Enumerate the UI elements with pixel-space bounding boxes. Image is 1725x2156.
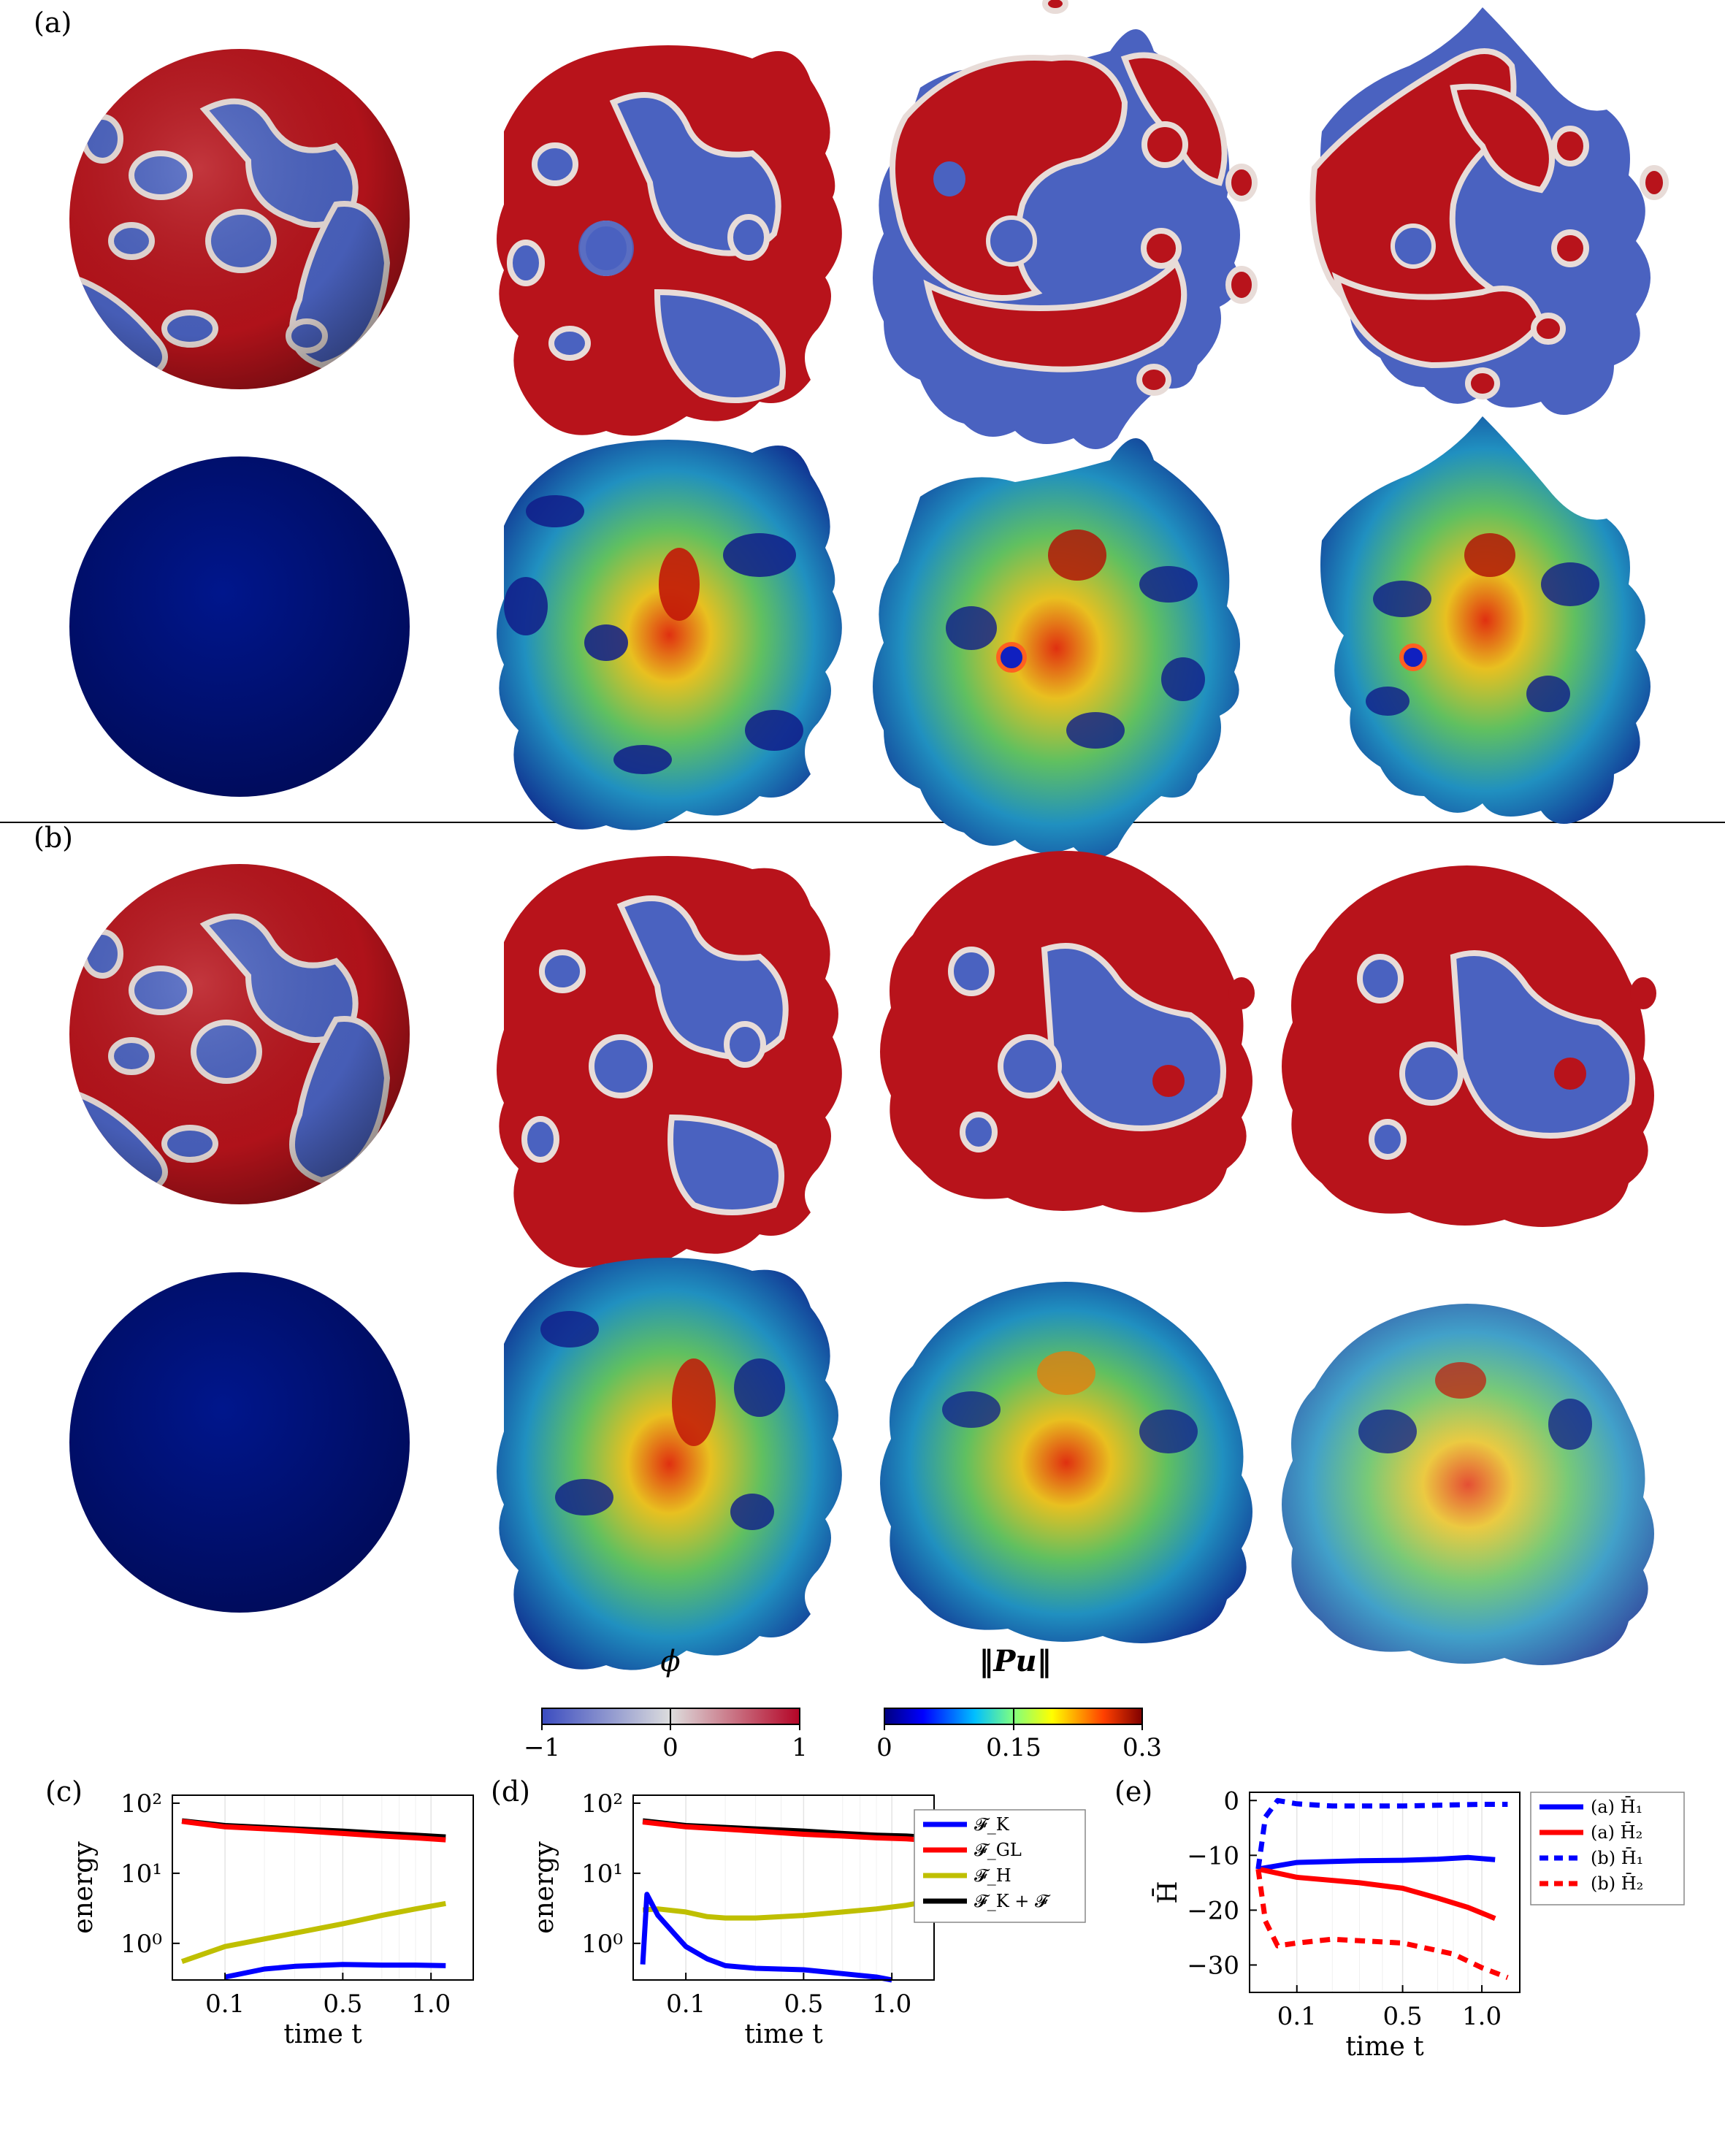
chart-d: 0.1 0.5 1.0 10² 10¹ 10⁰ time t energy 𝓕_K 𝓕_GL 𝓕_H…	[529, 1789, 1086, 2049]
x-tick-label-2: 1.0	[411, 1989, 451, 2019]
sphere-phi-b1	[69, 864, 410, 1204]
y-tick-label-2: 10⁰	[581, 1930, 623, 1959]
colorbar-phi-tick-0: −1	[524, 1733, 560, 1762]
colorbar-pu: ‖Pu‖ 0 0.15 0.3	[876, 1644, 1162, 1762]
series-line-bH2	[1255, 1868, 1509, 1980]
panel-label-a: (a)	[34, 7, 72, 39]
deformed-phi-b2	[497, 856, 842, 1269]
series-line-FH	[642, 1900, 922, 1921]
y-tick-label-1: −10	[1187, 1841, 1239, 1870]
x-axis-label: time t	[744, 2019, 823, 2049]
x-axis-label: time t	[283, 2019, 362, 2049]
plot-frame	[172, 1794, 474, 1981]
colorbar-pu-tick-2: 0.3	[1122, 1733, 1162, 1762]
x-tick-label-1: 0.5	[1383, 2002, 1423, 2031]
y-tick-label-3: −30	[1187, 1951, 1239, 1980]
panel-label-d: (d)	[491, 1775, 530, 1808]
x-tick-label-0: 0.1	[1277, 2002, 1317, 2031]
y-tick-label-2: −20	[1187, 1896, 1239, 1925]
legend-label-FGL: 𝓕_GL	[974, 1840, 1022, 1860]
x-tick-label-2: 1.0	[872, 1989, 911, 2019]
deformed-phi-a2	[497, 45, 842, 436]
colorbar-phi: ϕ −1 0 1	[524, 1645, 808, 1762]
x-axis-label: time t	[1345, 2032, 1424, 2062]
deformed-phi-a4	[1309, 7, 1669, 415]
x-tick-label-1: 0.5	[323, 1989, 362, 2019]
panel-label-e: (e)	[1114, 1775, 1152, 1808]
y-axis-label: H̄	[1152, 1881, 1183, 1903]
y-axis-label: energy	[69, 1841, 99, 1934]
series-line-FK	[224, 1962, 446, 1980]
deformed-phi-b3	[880, 851, 1255, 1212]
series-line-aH2	[1258, 1866, 1496, 1921]
x-tick-label-2: 1.0	[1462, 2002, 1502, 2031]
deformed-flow-b4	[1282, 1304, 1654, 1665]
series-line-FK	[640, 1892, 892, 1983]
panel-label-b: (b)	[34, 822, 73, 854]
deformed-phi-a3	[873, 0, 1258, 449]
colorbar-phi-tick-1: 0	[662, 1733, 678, 1762]
plot-frame	[1249, 1792, 1521, 1993]
x-tick-label-1: 0.5	[784, 1989, 823, 2019]
deformed-flow-a3	[873, 438, 1240, 858]
sphere-phi-a1	[69, 49, 410, 389]
deformed-flow-b3	[880, 1282, 1252, 1643]
legend-label-bH1: (b) H̄₁	[1591, 1848, 1643, 1868]
y-tick-label-0: 10²	[581, 1789, 623, 1819]
deformed-phi-b4	[1282, 865, 1656, 1227]
colorbar-pu-tick-0: 0	[876, 1733, 892, 1762]
deformed-flow-b2	[497, 1258, 842, 1670]
y-tick-label-1: 10¹	[581, 1859, 623, 1889]
y-tick-label-2: 10⁰	[121, 1930, 162, 1959]
y-axis-label: energy	[529, 1841, 559, 1934]
colorbar-pu-title: ‖Pu‖	[979, 1644, 1051, 1678]
colorbar-pu-tick-1: 0.15	[986, 1733, 1041, 1762]
deformed-flow-a4	[1320, 416, 1651, 824]
legend-label-aH1: (a) H̄₁	[1591, 1797, 1642, 1817]
sphere-flow-a1	[69, 456, 410, 797]
deformed-flow-a2	[497, 440, 842, 830]
legend-label-bH2: (b) H̄₂	[1591, 1873, 1643, 1894]
chart-e: 0.1 0.5 1.0 0 −10 −20 −30 time t H̄ (a) H̄₁ (a) H̄…	[1152, 1786, 1685, 2062]
legend-label-aH2: (a) H̄₂	[1591, 1822, 1642, 1843]
sphere-flow-b1	[69, 1272, 410, 1613]
legend-label-FK: 𝓕_K	[974, 1814, 1010, 1835]
series-line-bH1	[1255, 1797, 1508, 1870]
y-tick-label-0: 10²	[121, 1789, 162, 1819]
series-line-FGL	[642, 1819, 921, 1843]
x-tick-label-0: 0.1	[205, 1989, 245, 2019]
y-tick-label-1: 10¹	[121, 1859, 162, 1889]
panel-label-c: (c)	[45, 1775, 83, 1808]
colorbar-phi-title: ϕ	[660, 1645, 680, 1678]
colorbar-phi-tick-2: 1	[792, 1733, 808, 1762]
legend-label-FH: 𝓕_H	[974, 1865, 1011, 1886]
y-tick-label-0: 0	[1223, 1786, 1239, 1816]
series-line-FGL	[181, 1819, 446, 1843]
series-line-aH1	[1258, 1854, 1496, 1872]
chart-c: 0.1 0.5 1.0 10² 10¹ 10⁰ time t energy	[69, 1789, 474, 2049]
legend-label-Ftot: 𝓕_K + 𝓕	[974, 1891, 1051, 1911]
series-line-FH	[180, 1900, 446, 1965]
x-tick-label-0: 0.1	[666, 1989, 705, 2019]
